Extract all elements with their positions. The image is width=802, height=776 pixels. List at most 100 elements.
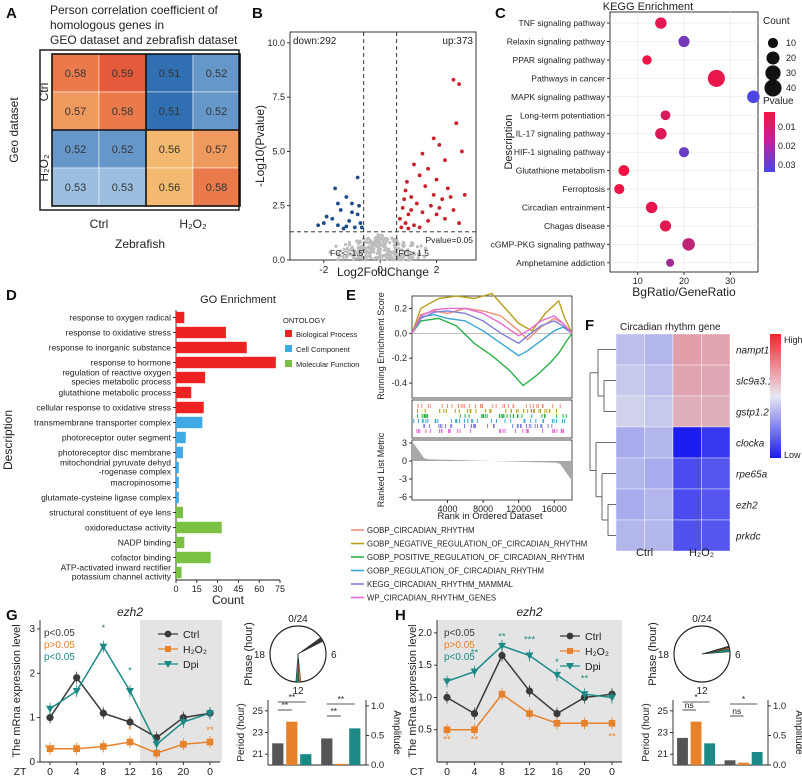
ontology-legend-title: ONTOLOGY [283, 316, 325, 325]
heatmap-cell [615, 364, 645, 397]
y-tick-label: 23 [657, 728, 668, 739]
x-axis-prefix: CT [410, 766, 425, 776]
phase-tick-label: 12 [292, 686, 304, 697]
volcano-point-down [350, 210, 354, 215]
volcano-point-ns [401, 254, 405, 258]
heatmap-value: 0.51 [159, 106, 180, 118]
volcano-point-ns [408, 251, 412, 255]
panel-label-f: F [585, 317, 594, 334]
volcano-point-ns [349, 248, 353, 252]
panel-label-b: B [252, 5, 263, 22]
y-tick-label: 0 [29, 757, 35, 768]
volcano-point-down [355, 212, 360, 217]
kegg-dot [707, 69, 725, 87]
marker-dpi [498, 642, 506, 650]
phase-axis-label: Phase (hour) [647, 622, 659, 686]
y-tick-label: 10.0 [267, 38, 285, 48]
volcano-point-up [412, 223, 416, 228]
y-tick-label: 25 [657, 706, 668, 717]
volcano-point-up [440, 197, 445, 202]
heatmap-cell [98, 91, 147, 131]
volcano-point-ns [377, 257, 382, 261]
volcano-point-up [454, 121, 459, 126]
y-tick-label: 2.0 [418, 628, 432, 639]
y-tick-label: 1 [29, 713, 35, 724]
pvalue-colorbar [764, 112, 775, 172]
heatmap-cell [192, 167, 241, 207]
volcano-point-down [321, 221, 326, 225]
volcano-point-up [431, 136, 436, 141]
heatmap-value: 0.58 [112, 106, 133, 118]
term-label: photoreceptor disc membrane [58, 448, 171, 458]
volcano-point-ns [347, 241, 352, 245]
heatmap-value: 0.58 [206, 182, 227, 194]
significance-label: ns [732, 706, 741, 716]
x-tick-label: -2 [319, 265, 328, 276]
volcano-point-up [426, 166, 430, 171]
marker-h2o2 [206, 738, 214, 746]
volcano-point-ns [368, 253, 372, 257]
gene-label: ezh2 [736, 501, 758, 512]
heatmap-value: 0.52 [65, 144, 86, 156]
x-axis-prefix: ZT [14, 766, 27, 776]
term-label: ATP-activated inward rectifier [61, 563, 172, 573]
term-label: regulation of reactive oxygen [62, 368, 171, 378]
significance-label: ** [206, 725, 214, 736]
go-bar [176, 566, 182, 579]
go-bar [176, 476, 179, 489]
kegg-dot [655, 127, 667, 140]
volcano-point-ns [393, 238, 397, 242]
heatmap-cell [98, 167, 147, 207]
volcano-point-ns [342, 247, 346, 251]
go-bar [176, 341, 247, 354]
heatmap-cell [192, 91, 241, 131]
marker-dpi [525, 652, 534, 660]
x-tick-label: 16000 [542, 504, 567, 514]
marker-ctrl [99, 709, 107, 717]
y-tick-label: 0.5 [773, 730, 786, 741]
heatmap-cell [615, 519, 645, 552]
panel-label-e: E [346, 287, 356, 304]
phase-tick-label: 6 [735, 650, 741, 661]
marker-dpi [470, 668, 479, 676]
volcano-point-ns [400, 248, 404, 252]
term-label: response to hormone [91, 358, 172, 368]
significance-label: ** [288, 692, 295, 702]
volcano-point-ns [382, 244, 386, 248]
significance-label: * [128, 665, 132, 676]
significance-label: ** [608, 731, 616, 742]
pvalue-label: Pvalue=0.05 [426, 235, 474, 245]
period-bar [286, 721, 298, 765]
marker-ctrl [553, 709, 561, 718]
marker-h2o2 [100, 743, 107, 750]
legend-label: GOBP_REGULATION_OF_CIRCADIAN_RHYTHM [367, 567, 544, 576]
heatmap-cell [644, 364, 674, 397]
marker-dpi [126, 688, 134, 695]
count-legend-title: Count [763, 16, 790, 27]
legend-label: Dpi [183, 659, 199, 671]
term-label: potassium channel activity [72, 572, 172, 582]
term-label: cGMP-PKG signaling pathway [491, 239, 606, 249]
volcano-point-ns [346, 250, 350, 254]
significance-label: * [101, 743, 105, 754]
axis-label-y: Description [503, 114, 515, 169]
es-line [411, 307, 573, 341]
gene-label: clocka [736, 439, 765, 450]
count-legend-dot [765, 65, 781, 81]
volcano-point-ns [389, 254, 393, 258]
significance-label: ** [337, 694, 344, 704]
gene-label: gstp1.2 [736, 408, 769, 419]
y-tick-label: 23 [252, 728, 263, 739]
volcano-point-ns [352, 256, 356, 260]
volcano-point-ns [370, 242, 374, 246]
legend-marker [566, 663, 574, 670]
term-label: NADP binding [118, 538, 172, 548]
volcano-point-up [420, 210, 425, 215]
legend-label: Dpi [585, 661, 601, 673]
significance-label: ** [443, 735, 451, 746]
y-tick-label: -0.2 [391, 353, 407, 363]
volcano-point-ns [401, 244, 405, 248]
marker-h2o2 [180, 740, 187, 748]
kegg-dot [678, 147, 690, 158]
volcano-point-down [350, 201, 354, 206]
